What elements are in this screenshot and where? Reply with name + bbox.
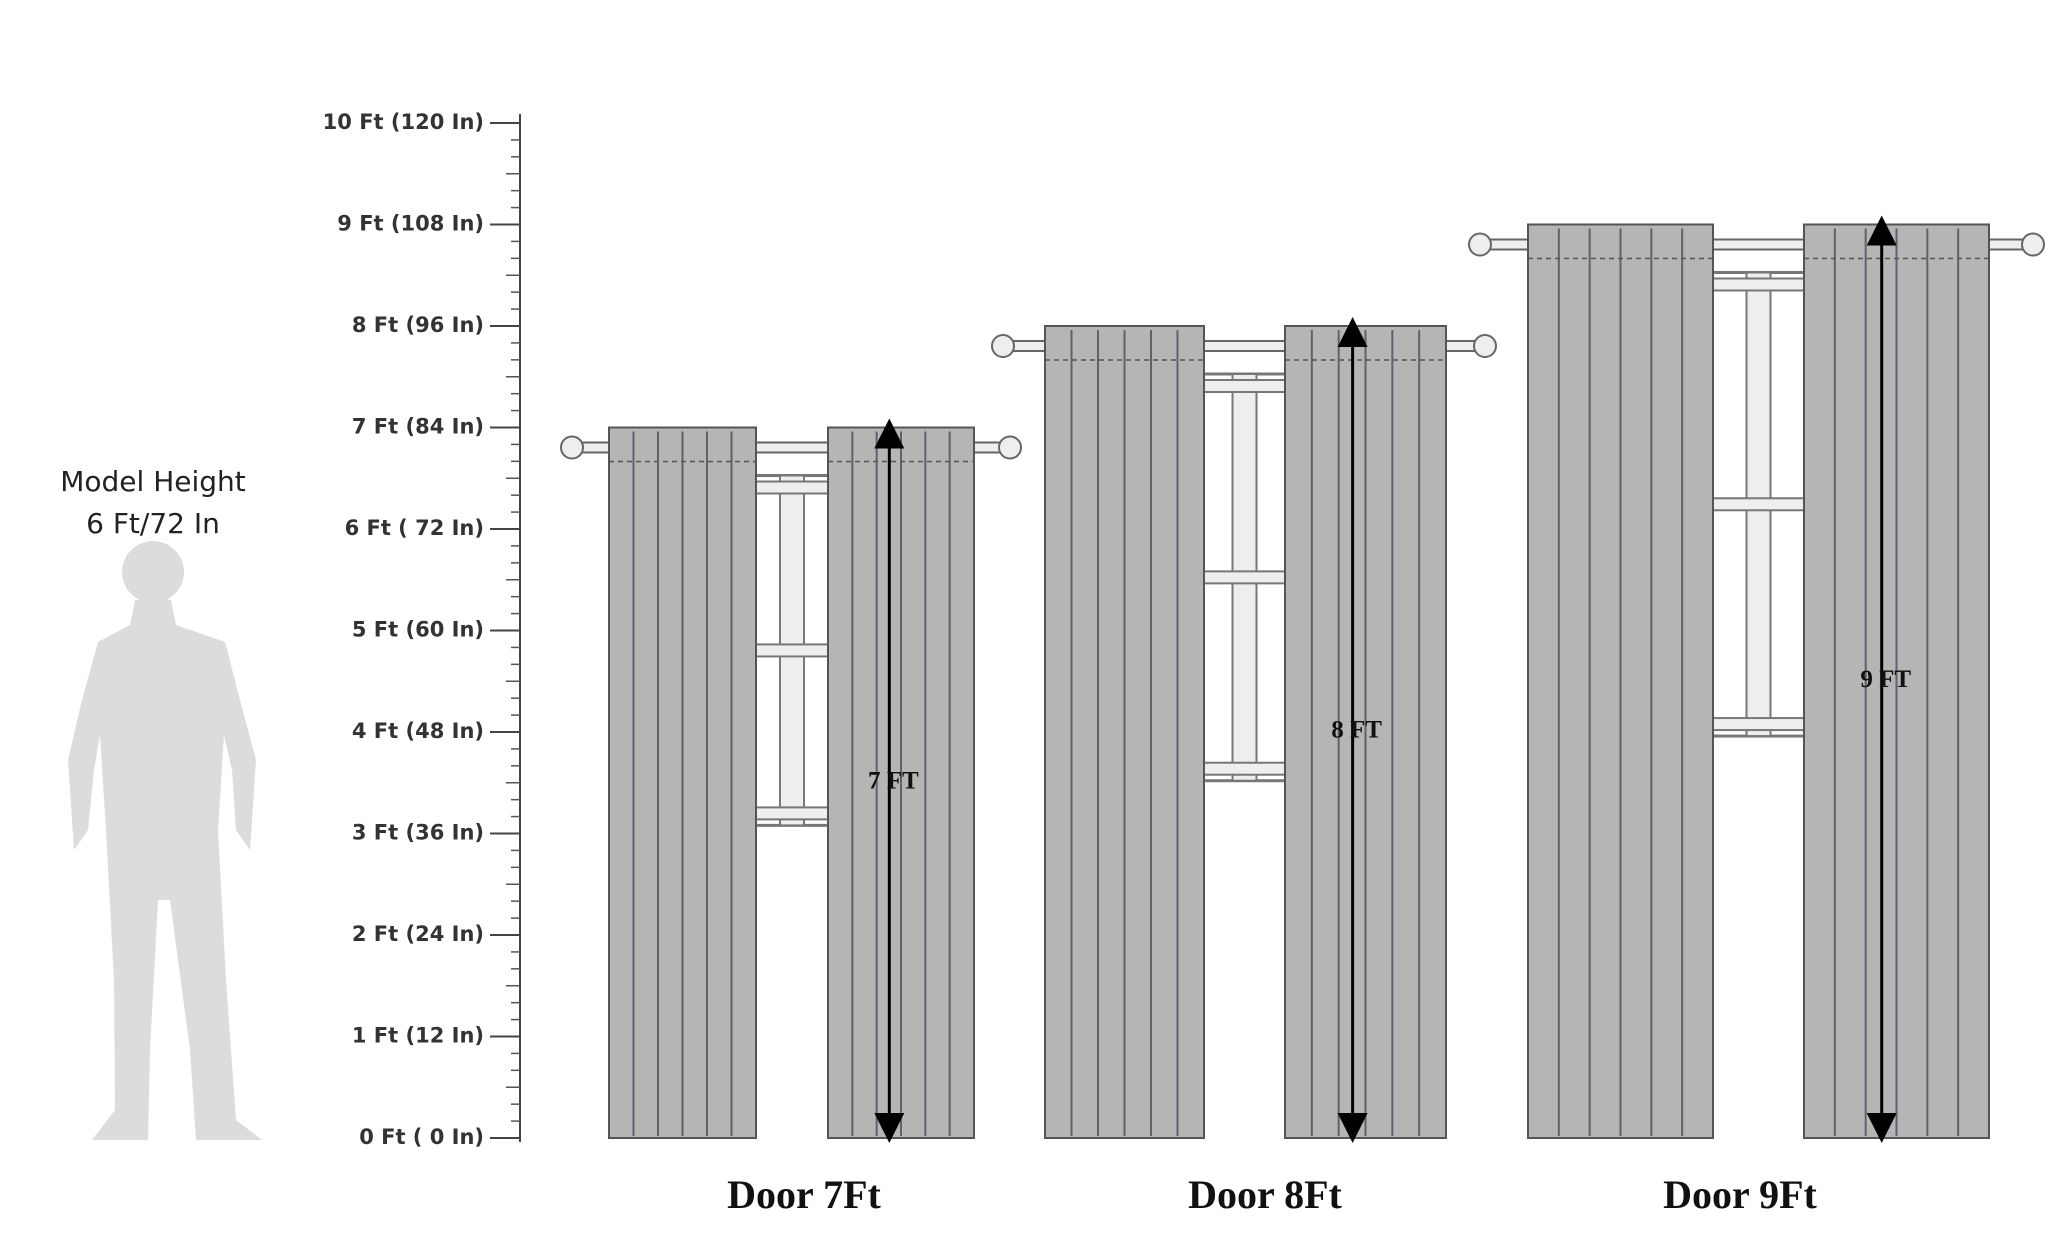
ruler-label: 2 Ft (24 In): [352, 922, 484, 946]
ruler-label: 4 Ft (48 In): [352, 719, 484, 743]
person-silhouette: [68, 541, 262, 1140]
rod-finial: [991, 334, 1015, 358]
rod-finial: [1473, 334, 1497, 358]
ruler-label: 3 Ft (36 In): [352, 821, 484, 845]
height-label: 7 FT: [868, 767, 919, 794]
door-group: 8 FT: [991, 317, 1497, 1143]
rod-finial: [998, 435, 1022, 460]
door-label: Door 7Ft: [727, 1172, 881, 1217]
window-bar: [1203, 570, 1286, 585]
door-label: Door 9Ft: [1663, 1172, 1817, 1217]
window-bar: [1712, 497, 1805, 512]
height-label: 9 FT: [1860, 666, 1911, 693]
door-label: Door 8Ft: [1188, 1172, 1342, 1217]
ruler-label: 8 Ft (96 In): [352, 313, 484, 337]
ruler-label: 6 Ft ( 72 In): [345, 516, 484, 540]
ruler-label: 5 Ft (60 In): [352, 618, 484, 642]
rod-finial: [1468, 232, 1492, 257]
rod-finial: [2021, 232, 2045, 257]
ruler-label: 9 Ft (108 In): [337, 212, 484, 236]
ruler-label: 0 Ft ( 0 In): [359, 1125, 484, 1149]
window-bar: [1203, 761, 1286, 776]
window-bar: [1712, 717, 1805, 732]
window-bar: [1712, 277, 1805, 292]
door-group: 9 FT: [1468, 215, 2045, 1143]
window-bar: [755, 643, 829, 658]
window-bar: [755, 480, 829, 495]
door-group: 7 FT: [560, 418, 1022, 1143]
ruler-label: 10 Ft (120 In): [323, 110, 484, 134]
model-title: Model Height: [60, 465, 246, 498]
model-height: 6 Ft/72 In: [86, 507, 220, 540]
height-label: 8 FT: [1331, 717, 1382, 744]
ruler-label: 1 Ft (12 In): [352, 1024, 484, 1048]
window-bar: [1203, 379, 1286, 393]
rod-finial: [560, 435, 584, 460]
window-bar: [755, 806, 829, 821]
ruler-label: 7 Ft (84 In): [352, 415, 484, 439]
